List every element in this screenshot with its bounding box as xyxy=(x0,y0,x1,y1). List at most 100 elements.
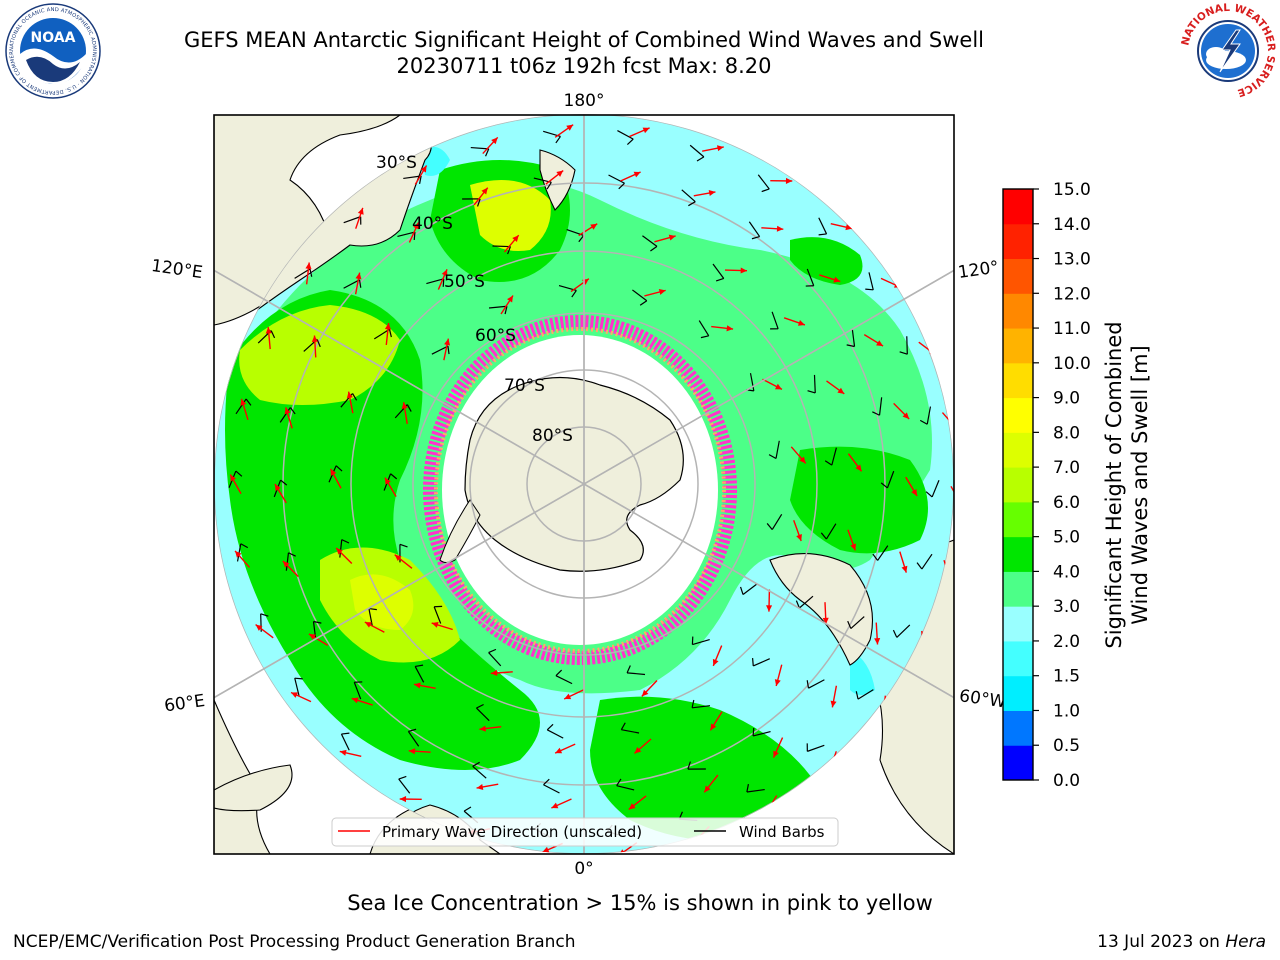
wind-barb-flag xyxy=(880,482,888,489)
wave-arrow-88 xyxy=(339,749,362,757)
wave-arrow-9 xyxy=(711,325,734,332)
wind-barb-62 xyxy=(312,620,322,640)
wind-barb-flag xyxy=(752,727,755,737)
lon-label-60e: 60°E xyxy=(163,691,206,716)
wave-arrow-51 xyxy=(905,476,918,497)
wave-arrow-head xyxy=(799,456,806,464)
wave-arrow-41 xyxy=(354,272,362,295)
wind-barb-flag xyxy=(294,677,303,680)
colorbar-tick-label-0: 0.0 xyxy=(1053,771,1080,791)
wave-arrow-8 xyxy=(644,289,666,297)
wind-barb-35 xyxy=(546,723,564,739)
wind-barb-flag xyxy=(245,398,252,406)
wave-arrow-head xyxy=(308,633,316,640)
wind-barb-flag xyxy=(768,454,777,460)
wave-arrow-90 xyxy=(255,624,274,639)
wave-arrow-head xyxy=(255,624,263,631)
wind-barb-shaft xyxy=(431,345,449,355)
colorbar-bin-3 xyxy=(1003,640,1033,677)
wind-barb-shaft xyxy=(608,174,625,184)
colorbar-tick-label-3: 1.5 xyxy=(1053,667,1080,687)
wind-barb-26 xyxy=(712,263,725,282)
wave-arrow-head xyxy=(282,561,290,568)
sea-ice-inner-ring xyxy=(434,327,726,653)
colorbar-tick-label-15: 13.0 xyxy=(1053,250,1091,270)
colorbar-tick-label-13: 11.0 xyxy=(1053,319,1091,339)
wind-barb-flag xyxy=(639,300,648,306)
wind-barb-shaft xyxy=(775,440,780,459)
wind-barb-28 xyxy=(807,374,816,394)
wind-barb-63 xyxy=(285,552,296,571)
wind-barb-58 xyxy=(543,778,560,794)
wind-barb-shaft xyxy=(433,606,442,624)
wave-arrow-38 xyxy=(274,483,287,504)
wave-arrow-head xyxy=(785,177,793,184)
lat-label-70s: 70°S xyxy=(504,376,545,396)
wind-barb-75 xyxy=(899,336,908,355)
wave-arrow-5 xyxy=(443,338,451,361)
wind-barb-flag xyxy=(415,664,424,667)
wind-barb-flag xyxy=(235,470,243,477)
wind-barb-21 xyxy=(373,328,392,340)
wind-barb-flag xyxy=(270,330,276,339)
wave-arrow-24 xyxy=(578,223,598,237)
wind-barb-flag xyxy=(390,473,398,480)
footer-date: 13 Jul 2023 on Hera xyxy=(1097,932,1266,952)
wave-field-region-9 xyxy=(790,237,863,285)
wind-barb-71 xyxy=(689,144,705,162)
wave-arrow-66 xyxy=(355,207,364,229)
wave-arrow-head xyxy=(351,697,359,704)
wind-barb-39 xyxy=(279,407,296,423)
wind-barb-67 xyxy=(403,175,422,184)
plot-subtitle: 20230711 t06z 192h fcst Max: 8.20 xyxy=(396,54,772,78)
wind-barb-shaft xyxy=(343,279,360,289)
wind-barb-41 xyxy=(343,279,362,289)
wave-arrow-head xyxy=(837,387,845,394)
wind-barb-flag xyxy=(507,246,512,255)
wave-arrow-head xyxy=(830,700,837,708)
wind-barb-flag xyxy=(650,245,658,252)
wave-arrow-91 xyxy=(234,550,251,568)
wind-barb-shaft xyxy=(627,672,646,676)
wind-barb-flag xyxy=(260,613,269,617)
wave-arrow-head xyxy=(704,785,711,793)
wave-arrow-head xyxy=(876,340,884,347)
wind-barb-49 xyxy=(846,328,856,348)
wind-barb-shaft xyxy=(294,678,300,696)
wave-field-region-1 xyxy=(225,290,540,770)
wave-arrow-12 xyxy=(793,520,802,542)
wind-barb-17 xyxy=(368,607,377,627)
wind-barb-82 xyxy=(746,784,765,793)
wind-barb-flag xyxy=(399,543,408,548)
wave-arrow-head xyxy=(507,295,514,303)
wind-barb-91 xyxy=(236,543,249,562)
wave-arrow-head xyxy=(796,534,802,541)
colorbar: 0.0 0.5 1.0 1.5 2.0 3.0 4.0 5.0 6.0 7.0 8.0 9.0 10.0… xyxy=(1002,180,1091,791)
wind-barb-56 xyxy=(687,761,706,770)
colorbar-tick-label-6: 4.0 xyxy=(1053,562,1080,582)
wind-barb-shaft xyxy=(340,733,350,751)
lon-label-60w: 60°W xyxy=(958,686,1007,712)
wind-barb-shaft xyxy=(689,144,705,158)
wave-arrow-18 xyxy=(335,547,353,565)
colorbar-tick-label-14: 12.0 xyxy=(1053,284,1091,304)
wave-arrow-1 xyxy=(431,621,453,631)
wind-barb-shaft xyxy=(414,666,425,683)
lat-label-40s: 40°S xyxy=(412,214,453,234)
colorbar-bin-2 xyxy=(1003,675,1033,711)
wind-barb-shaft xyxy=(339,539,343,558)
wind-barb-flag xyxy=(418,175,422,184)
colorbar-bin-13 xyxy=(1003,293,1033,329)
wind-barb-flag xyxy=(919,419,928,425)
wind-barb-shaft xyxy=(555,675,573,685)
wind-barb-flag xyxy=(309,268,313,277)
wind-barb-shaft xyxy=(235,398,247,415)
wind-barb-61 xyxy=(353,681,363,700)
wind-barb-34 xyxy=(620,722,640,734)
wind-barb-72 xyxy=(757,174,770,193)
wind-barb-shaft xyxy=(407,731,420,747)
wind-barb-shaft xyxy=(632,289,648,302)
wind-barb-flag xyxy=(368,607,377,611)
wave-arrow-72 xyxy=(770,177,793,184)
wave-arrow-head xyxy=(311,335,318,342)
